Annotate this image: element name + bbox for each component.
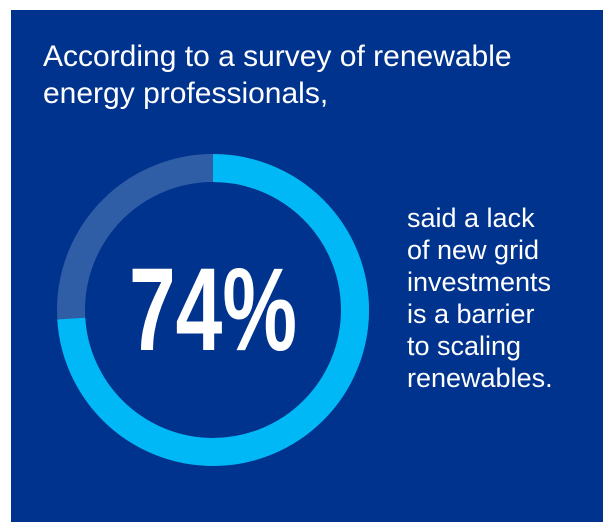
caption-line: said a lack	[407, 203, 535, 233]
infographic-panel: According to a survey of renewable energ…	[11, 10, 603, 522]
caption-line: renewables.	[407, 363, 553, 393]
intro-line-1: According to a survey of renewable	[43, 40, 512, 73]
donut-value-segment	[57, 154, 369, 466]
percentage-label: 74%	[129, 244, 297, 376]
intro-line-2: energy professionals,	[43, 77, 329, 110]
caption-line: is a barrier	[407, 299, 535, 329]
caption-text: said a lack of new grid investments is a…	[407, 202, 597, 394]
donut-chart: 74%	[57, 154, 369, 466]
caption-line: investments	[407, 267, 552, 297]
intro-text: According to a survey of renewable energ…	[43, 38, 583, 112]
caption-line: of new grid	[407, 235, 540, 265]
caption-line: to scaling	[407, 331, 522, 361]
